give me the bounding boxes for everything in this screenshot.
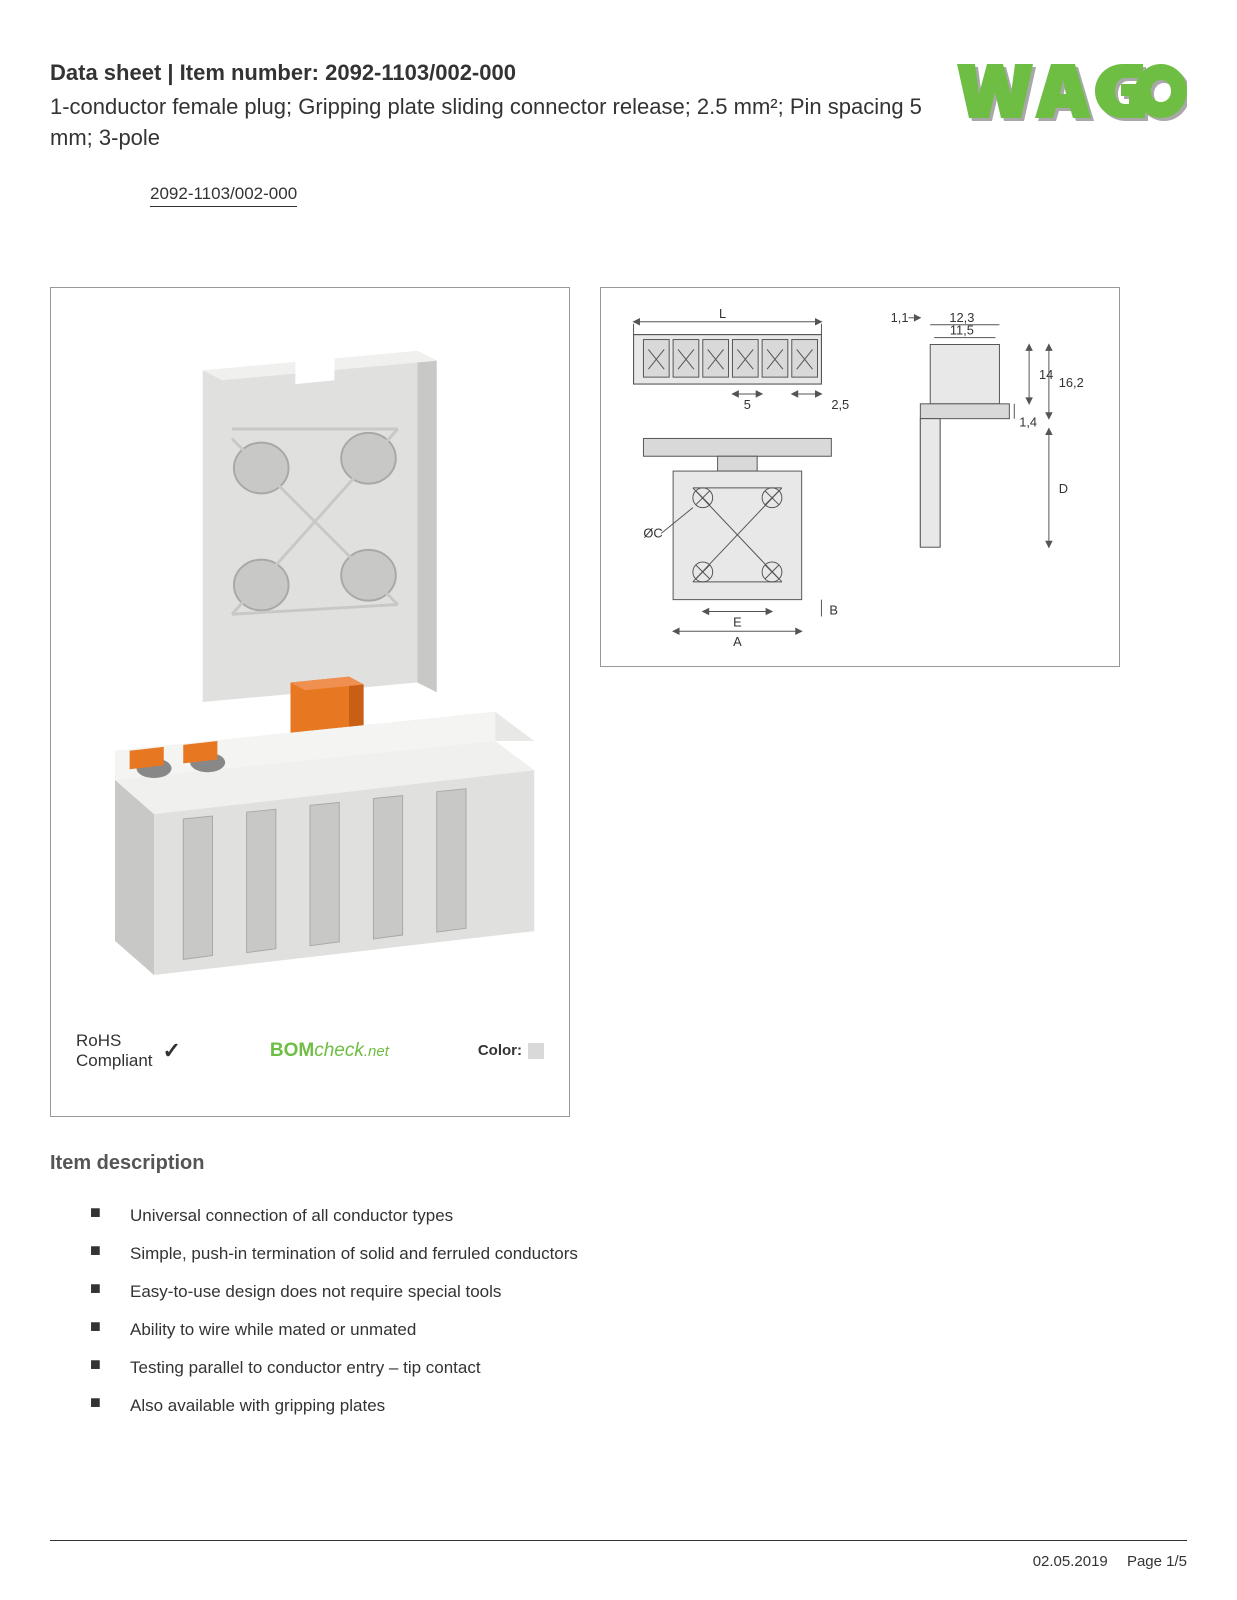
color-label-text: Color: [478, 1042, 522, 1059]
color-swatch [528, 1043, 544, 1059]
technical-diagram-box: L [600, 287, 1120, 667]
dim-offset: 2,5 [831, 396, 849, 411]
footer-page: Page 1/5 [1127, 1553, 1187, 1570]
footer: 02.05.2019 Page 1/5 [50, 1540, 1187, 1570]
bomcheck-net: .net [364, 1043, 389, 1060]
bomcheck-check: check [314, 1040, 364, 1061]
dim-h1: 14 [1039, 367, 1053, 382]
bullet-item: Also available with gripping plates [90, 1395, 1187, 1417]
bullet-item: Universal connection of all conductor ty… [90, 1205, 1187, 1227]
dim-h3: 1,4 [1019, 414, 1037, 429]
product-image-box: RoHS Compliant ✓ BOMcheck.net Color: [50, 287, 570, 1117]
dim-D: D [1059, 480, 1068, 495]
images-row: RoHS Compliant ✓ BOMcheck.net Color: [50, 287, 1187, 1117]
item-number-link[interactable]: 2092-1103/002-000 [150, 184, 297, 207]
rohs-compliant: RoHS Compliant ✓ [76, 1031, 181, 1072]
dim-h2: 16,2 [1059, 375, 1084, 390]
rohs-label: RoHS [76, 1031, 153, 1051]
dim-pitch: 5 [744, 396, 751, 411]
dim-B: B [829, 602, 838, 617]
dim-A: A [733, 634, 742, 649]
dim-t1: 1,1 [891, 309, 909, 324]
product-render [66, 303, 554, 1023]
header-text-block: Data sheet | Item number: 2092-1103/002-… [50, 60, 937, 154]
item-description-heading: Item description [50, 1152, 1187, 1175]
title-item-number: 2092-1103/002-000 [325, 60, 516, 85]
footer-date: 02.05.2019 [1033, 1553, 1108, 1570]
bomcheck-bom: BOM [270, 1040, 314, 1061]
dim-E: E [733, 614, 742, 629]
title-line: Data sheet | Item number: 2092-1103/002-… [50, 60, 937, 86]
dim-w2: 11,5 [950, 322, 974, 337]
compliance-row: RoHS Compliant ✓ BOMcheck.net Color: [66, 1023, 554, 1102]
wago-logo [957, 64, 1187, 124]
bullet-item: Ability to wire while mated or unmated [90, 1319, 1187, 1341]
header: Data sheet | Item number: 2092-1103/002-… [50, 60, 1187, 154]
check-icon: ✓ [163, 1038, 181, 1064]
bullet-item: Easy-to-use design does not require spec… [90, 1281, 1187, 1303]
compliant-label: Compliant [76, 1051, 153, 1071]
item-link-row: 2092-1103/002-000 [50, 164, 1187, 207]
title-prefix: Data sheet | Item number: [50, 60, 325, 85]
subtitle: 1-conductor female plug; Gripping plate … [50, 92, 937, 154]
bullet-item: Simple, push-in termination of solid and… [90, 1243, 1187, 1265]
color-indicator: Color: [478, 1042, 544, 1059]
dim-L: L [719, 305, 726, 320]
description-bullet-list: Universal connection of all conductor ty… [50, 1205, 1187, 1418]
bomcheck-logo: BOMcheck.net [270, 1040, 389, 1062]
bullet-item: Testing parallel to conductor entry – ti… [90, 1357, 1187, 1379]
dim-C: ØC [643, 525, 662, 540]
